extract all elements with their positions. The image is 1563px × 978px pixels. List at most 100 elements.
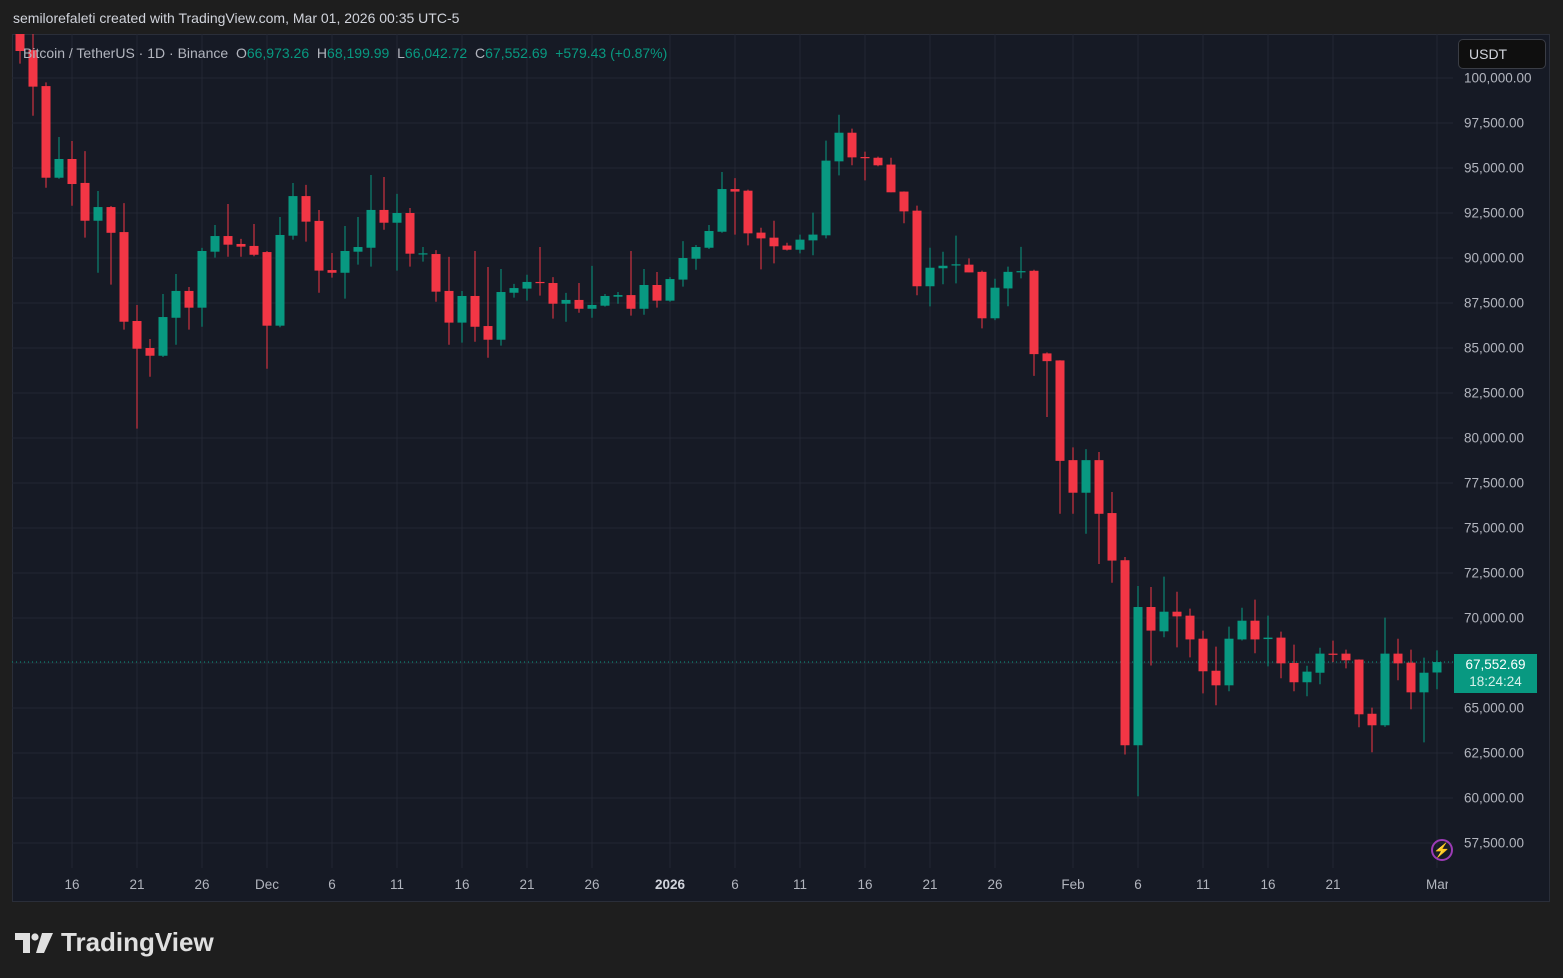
- candle[interactable]: [1133, 585, 1143, 797]
- candle[interactable]: [1354, 659, 1364, 728]
- candle[interactable]: [1146, 587, 1156, 666]
- candle[interactable]: [236, 238, 246, 257]
- candle[interactable]: [678, 241, 688, 287]
- candle[interactable]: [54, 137, 64, 179]
- candle[interactable]: [444, 256, 454, 345]
- candle[interactable]: [704, 225, 714, 249]
- candle[interactable]: [1367, 707, 1377, 753]
- candle[interactable]: [1055, 360, 1065, 514]
- lightning-icon[interactable]: ⚡: [1431, 839, 1453, 861]
- candle[interactable]: [1081, 449, 1091, 534]
- candle[interactable]: [1315, 647, 1325, 685]
- candle[interactable]: [769, 220, 779, 264]
- candle[interactable]: [951, 235, 961, 284]
- candle[interactable]: [301, 184, 311, 242]
- candle[interactable]: [483, 267, 493, 358]
- candle[interactable]: [470, 250, 480, 342]
- candle[interactable]: [262, 250, 272, 369]
- candle[interactable]: [1198, 630, 1208, 694]
- candle[interactable]: [1211, 646, 1221, 706]
- candle[interactable]: [418, 247, 428, 262]
- candle[interactable]: [184, 286, 194, 330]
- candle[interactable]: [275, 216, 285, 328]
- candle[interactable]: [1289, 644, 1299, 692]
- candle[interactable]: [886, 157, 896, 193]
- candle[interactable]: [691, 245, 701, 270]
- candle[interactable]: [405, 207, 415, 267]
- symbol-title[interactable]: Bitcoin / TetherUS · 1D · Binance: [23, 45, 229, 61]
- candle[interactable]: [795, 234, 805, 254]
- candle[interactable]: [210, 225, 220, 258]
- candle[interactable]: [990, 278, 1000, 321]
- candle[interactable]: [1185, 608, 1195, 658]
- candle[interactable]: [652, 272, 662, 308]
- candle[interactable]: [197, 247, 207, 327]
- candle[interactable]: [119, 203, 129, 330]
- candle[interactable]: [1263, 615, 1273, 667]
- candle[interactable]: [912, 205, 922, 296]
- candle[interactable]: [1120, 556, 1130, 755]
- candle[interactable]: [158, 294, 168, 357]
- candle[interactable]: [626, 250, 636, 316]
- candle[interactable]: [1016, 246, 1026, 279]
- candle[interactable]: [1003, 266, 1013, 307]
- candle[interactable]: [106, 205, 116, 285]
- candle[interactable]: [431, 250, 441, 302]
- candle[interactable]: [366, 175, 376, 267]
- candle[interactable]: [457, 290, 467, 343]
- candle[interactable]: [1406, 649, 1416, 710]
- candle[interactable]: [288, 182, 298, 240]
- candle[interactable]: [379, 177, 389, 230]
- candle[interactable]: [41, 82, 51, 188]
- candle[interactable]: [743, 189, 753, 246]
- candle[interactable]: [1432, 650, 1442, 690]
- candle[interactable]: [1159, 576, 1169, 638]
- candle[interactable]: [938, 251, 948, 285]
- candle[interactable]: [717, 171, 727, 233]
- candle[interactable]: [535, 247, 545, 296]
- candle[interactable]: [574, 283, 584, 313]
- candle[interactable]: [782, 242, 792, 251]
- candle[interactable]: [1094, 452, 1104, 564]
- candle[interactable]: [1224, 626, 1234, 692]
- candle[interactable]: [860, 151, 870, 181]
- candle[interactable]: [587, 265, 597, 318]
- candle[interactable]: [639, 268, 649, 315]
- candlestick-plot[interactable]: [12, 34, 1453, 868]
- candle[interactable]: [145, 339, 155, 377]
- candle[interactable]: [756, 227, 766, 270]
- candle[interactable]: [847, 128, 857, 166]
- candle[interactable]: [28, 34, 38, 116]
- candle[interactable]: [1068, 447, 1078, 514]
- candle[interactable]: [67, 141, 77, 206]
- candle[interactable]: [1380, 617, 1390, 727]
- candle[interactable]: [1276, 631, 1286, 679]
- candle[interactable]: [665, 277, 675, 302]
- candle[interactable]: [873, 156, 883, 167]
- candle[interactable]: [392, 193, 402, 271]
- candle[interactable]: [496, 268, 506, 346]
- candle[interactable]: [821, 140, 831, 239]
- candle[interactable]: [314, 209, 324, 293]
- candle[interactable]: [15, 34, 25, 64]
- candle[interactable]: [964, 258, 974, 273]
- candle[interactable]: [1237, 607, 1247, 641]
- candle[interactable]: [93, 191, 103, 273]
- candle[interactable]: [171, 274, 181, 345]
- candle[interactable]: [613, 292, 623, 304]
- candle[interactable]: [223, 204, 233, 257]
- candle[interactable]: [730, 178, 740, 235]
- candle[interactable]: [1172, 591, 1182, 648]
- candle[interactable]: [834, 114, 844, 176]
- candle[interactable]: [561, 292, 571, 322]
- candle[interactable]: [1341, 649, 1351, 669]
- candle[interactable]: [1042, 352, 1052, 417]
- candle[interactable]: [509, 283, 519, 298]
- candle[interactable]: [1029, 269, 1039, 376]
- candle[interactable]: [1250, 599, 1260, 654]
- candle[interactable]: [808, 212, 818, 256]
- candle[interactable]: [327, 252, 337, 278]
- candle[interactable]: [977, 270, 987, 329]
- candle[interactable]: [1419, 657, 1429, 743]
- candle[interactable]: [249, 223, 259, 257]
